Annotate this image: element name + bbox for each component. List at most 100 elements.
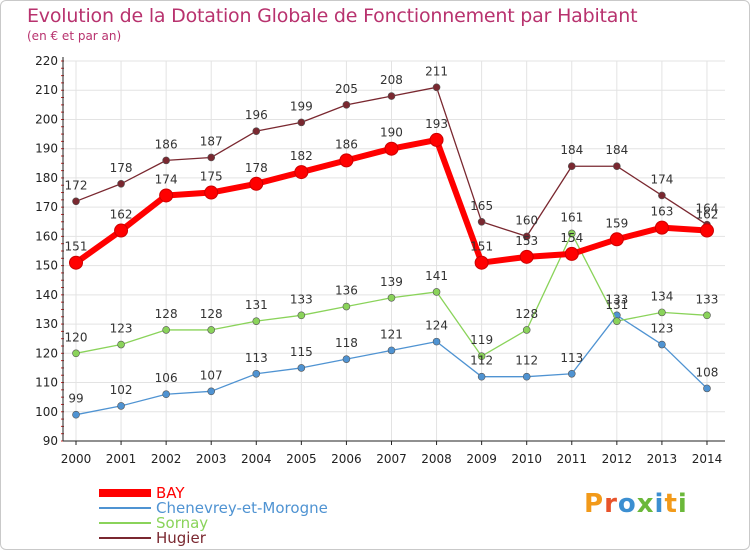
data-point <box>658 191 666 200</box>
data-label: 113 <box>245 351 268 365</box>
y-tick-label: 170 <box>35 200 58 214</box>
legend-label: Sornay <box>156 514 208 532</box>
data-label: 133 <box>605 292 628 306</box>
data-point <box>117 179 125 188</box>
data-label: 120 <box>65 330 88 344</box>
proxiti-logo: Proxiti <box>584 489 688 519</box>
data-point <box>522 232 531 241</box>
data-label: 160 <box>515 213 538 227</box>
data-point <box>474 255 489 270</box>
data-point <box>294 165 309 180</box>
data-label: 128 <box>515 307 538 321</box>
data-label: 159 <box>605 216 628 230</box>
data-label: 178 <box>110 161 133 175</box>
data-point <box>613 317 621 325</box>
data-point <box>162 326 170 334</box>
data-label: 128 <box>155 307 178 321</box>
data-label: 211 <box>425 64 448 78</box>
data-label: 107 <box>200 368 223 382</box>
y-tick-label: 200 <box>35 112 58 126</box>
data-point <box>204 185 219 200</box>
data-label: 134 <box>650 289 673 303</box>
data-point <box>72 197 80 206</box>
data-point <box>429 132 444 147</box>
data-label: 172 <box>65 178 88 192</box>
data-label: 133 <box>696 292 719 306</box>
data-point <box>519 249 534 264</box>
data-label: 165 <box>470 199 493 213</box>
y-tick-label: 140 <box>35 288 58 302</box>
data-point <box>339 153 354 168</box>
data-label: 151 <box>65 240 88 254</box>
data-point <box>207 153 216 162</box>
data-label: 115 <box>290 345 313 359</box>
data-label: 141 <box>425 269 448 283</box>
axes: 9010011012013014015016017018019020021022… <box>35 54 725 466</box>
x-tick-label: 2001 <box>106 452 137 466</box>
data-label: 106 <box>155 371 178 385</box>
data-point <box>297 364 306 372</box>
data-point <box>432 83 441 92</box>
y-tick-label: 100 <box>35 405 58 419</box>
data-point <box>117 340 125 349</box>
data-point <box>567 229 576 238</box>
data-point <box>477 352 486 361</box>
data-point <box>432 337 441 346</box>
data-point <box>207 326 216 334</box>
data-label: 139 <box>380 275 403 289</box>
data-point <box>567 162 576 171</box>
data-label: 162 <box>110 208 133 222</box>
data-point <box>162 390 170 399</box>
data-label: 161 <box>560 210 583 224</box>
x-tick-label: 2009 <box>466 452 497 466</box>
data-point <box>477 372 486 381</box>
data-point <box>387 346 396 355</box>
x-tick-label: 2003 <box>196 452 227 466</box>
data-label: 123 <box>650 322 673 336</box>
data-label: 128 <box>200 307 223 321</box>
data-label: 193 <box>425 117 448 131</box>
data-label: 131 <box>605 298 628 312</box>
legend-label: Hugier <box>156 529 207 547</box>
data-point <box>477 217 486 226</box>
data-label: 196 <box>245 108 268 122</box>
data-label: 184 <box>560 143 583 157</box>
x-tick-label: 2004 <box>241 452 272 466</box>
data-point <box>522 326 531 334</box>
data-label: 175 <box>200 170 223 184</box>
data-label: 174 <box>650 172 673 186</box>
data-point <box>342 302 351 311</box>
legend-label: Chenevrey-et-Morogne <box>156 499 328 517</box>
data-point <box>252 317 261 325</box>
y-tick-label: 210 <box>35 83 58 97</box>
data-point <box>654 220 669 235</box>
y-tick-label: 190 <box>35 142 58 156</box>
data-label: 187 <box>200 134 223 148</box>
x-tick-label: 2006 <box>331 452 362 466</box>
x-tick-label: 2013 <box>647 452 678 466</box>
data-label: 164 <box>696 202 719 216</box>
data-label: 178 <box>245 161 268 175</box>
data-point <box>387 293 396 302</box>
y-tick-label: 160 <box>35 229 58 243</box>
y-tick-label: 120 <box>35 346 58 360</box>
data-point <box>69 255 83 270</box>
x-tick-label: 2011 <box>556 452 587 466</box>
data-point <box>342 101 351 109</box>
data-label: 208 <box>380 73 403 87</box>
data-point <box>117 402 125 410</box>
legend-label: BAY <box>156 484 185 502</box>
x-tick-label: 2008 <box>421 452 452 466</box>
data-label: 112 <box>515 354 538 368</box>
data-label: 153 <box>515 234 538 248</box>
data-point <box>567 369 576 378</box>
data-label: 99 <box>68 392 83 406</box>
data-point <box>658 340 666 349</box>
data-label: 102 <box>110 383 133 397</box>
x-tick-label: 2014 <box>692 452 723 466</box>
data-label: 186 <box>155 137 178 151</box>
data-point <box>72 410 80 419</box>
